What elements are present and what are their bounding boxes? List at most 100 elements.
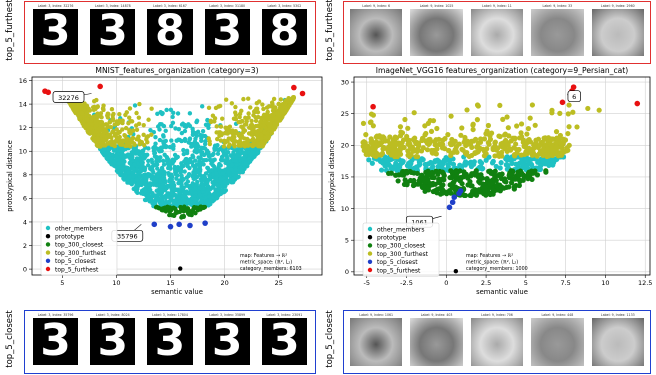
member-point (163, 144, 169, 150)
member-point (171, 142, 176, 148)
y-axis-label: prototypical distance (328, 140, 336, 212)
top-300-furthest-point (461, 139, 467, 145)
top-300-closest-point (429, 182, 436, 188)
top-300-furthest-point (464, 107, 470, 113)
top-300-furthest-point (206, 136, 211, 141)
top-300-furthest-point (109, 139, 115, 144)
top-300-closest-point (440, 182, 446, 188)
y-tick-label: 0 (23, 265, 27, 273)
member-point (170, 114, 175, 120)
top-300-furthest-point (249, 126, 255, 131)
top-300-furthest-point (96, 126, 102, 131)
thumbnail-label: Label: 3, Index: 32276 (37, 4, 74, 8)
y-tick-label: 2 (23, 242, 27, 250)
mnist-furthest-strip: Label: 3, Index: 32276 3 Label: 3, Index: … (24, 1, 316, 64)
member-point (128, 179, 134, 185)
top-300-furthest-point (379, 150, 386, 157)
top-300-furthest-point (372, 149, 378, 155)
chart-title: MNIST_features_organization (category=3) (95, 66, 258, 75)
member-point (161, 162, 167, 167)
imagenet-closest-strip: Label: 9, Index: 1061 Label: 9, Index: 40… (343, 310, 651, 374)
member-point (212, 164, 217, 169)
top-300-furthest-point (561, 149, 567, 155)
top-300-furthest-point (253, 118, 259, 123)
top-300-furthest-point (107, 120, 113, 125)
member-point (212, 146, 217, 151)
top-300-furthest-point (585, 105, 591, 112)
top-300-furthest-point (114, 127, 119, 132)
thumbnail-3: Label: 9, Index: 11 (469, 4, 525, 59)
top-300-furthest-point (134, 136, 139, 142)
digit-image: 3 (90, 318, 136, 365)
top-300-furthest-point (124, 110, 129, 115)
top-300-furthest-point (258, 119, 263, 125)
top-300-furthest-point (390, 137, 397, 143)
top-300-furthest-point (415, 141, 422, 147)
top-300-furthest-point (241, 130, 246, 135)
top-300-furthest-point (131, 141, 137, 146)
top-300-closest-point (469, 171, 475, 177)
member-point (184, 148, 190, 153)
member-point (164, 154, 169, 160)
top-300-furthest-point (501, 132, 508, 138)
x-tick-label: 2.5 (481, 279, 491, 287)
top-300-closest-point (454, 170, 460, 176)
member-point (114, 154, 119, 159)
member-point (164, 158, 169, 164)
row-label-mnist-closest: top_5_closest (5, 310, 15, 368)
top-300-furthest-point (105, 123, 110, 129)
legend-entry: top_5_closest (377, 259, 418, 266)
member-point (203, 122, 209, 127)
top-300-furthest-point (258, 132, 264, 138)
top-300-furthest-point (100, 105, 106, 111)
top-300-furthest-point (429, 147, 435, 154)
top-300-furthest-point (449, 141, 455, 148)
legend-marker (45, 242, 51, 247)
member-point (108, 156, 114, 161)
digit-glyph: 3 (154, 315, 186, 366)
member-point (206, 194, 212, 199)
top-300-furthest-point (246, 111, 251, 116)
thumbnail-2: Label: 3, Index: 14878 3 (86, 4, 139, 59)
member-point (197, 172, 203, 178)
member-point (201, 158, 207, 163)
top-300-furthest-point (264, 134, 270, 140)
member-point (233, 167, 239, 172)
legend-marker (367, 259, 373, 264)
digit-image: 3 (204, 318, 250, 365)
top-300-furthest-point (458, 132, 464, 138)
thumbnail-5: Label: 3, Index: 5302 8 (258, 4, 311, 59)
member-point (462, 159, 469, 165)
top-300-furthest-point (101, 138, 106, 143)
top-300-furthest-point (134, 127, 140, 132)
member-point (526, 159, 532, 165)
member-point (205, 183, 211, 189)
top-300-furthest-point (472, 136, 479, 142)
legend-marker (367, 267, 373, 273)
top-300-furthest-point (123, 133, 128, 139)
member-point (212, 191, 218, 197)
top-300-closest-point (182, 204, 187, 209)
top-300-closest-point (399, 172, 405, 178)
top-300-furthest-point (381, 144, 387, 151)
top-300-furthest-point (127, 115, 132, 120)
member-point (203, 171, 209, 176)
member-point (442, 158, 448, 164)
member-point (215, 151, 221, 156)
member-point (127, 160, 133, 166)
digit-image: 3 (90, 9, 136, 55)
top-300-closest-point (498, 175, 505, 182)
top-300-furthest-point (398, 129, 404, 135)
top-300-furthest-point (481, 136, 488, 142)
member-point (205, 117, 210, 123)
top-300-furthest-point (549, 107, 555, 113)
top-300-furthest-point (566, 124, 572, 130)
member-point (396, 167, 402, 173)
top-300-furthest-point (80, 121, 85, 126)
member-point (150, 168, 155, 173)
top-300-furthest-point (496, 153, 502, 159)
prototype-point (178, 266, 183, 271)
member-point (169, 138, 174, 143)
thumbnail-label: Label: 9, Index: 6 (362, 4, 391, 8)
top-300-furthest-point (250, 137, 255, 143)
